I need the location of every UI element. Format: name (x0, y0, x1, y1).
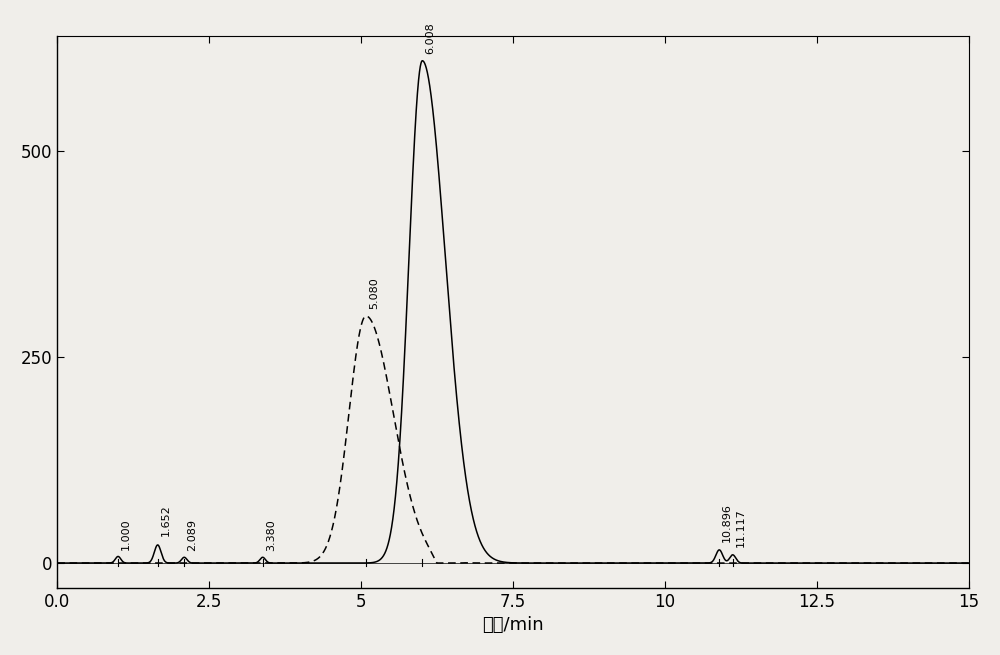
Text: 3.380: 3.380 (266, 519, 276, 551)
Text: 5.080: 5.080 (369, 278, 379, 309)
Text: 11.117: 11.117 (736, 508, 746, 546)
X-axis label: 时间/min: 时间/min (482, 616, 544, 634)
Text: 1.652: 1.652 (161, 504, 171, 536)
Text: 6.008: 6.008 (425, 22, 435, 54)
Text: 2.089: 2.089 (187, 519, 197, 551)
Text: 1.000: 1.000 (121, 518, 131, 550)
Text: 10.896: 10.896 (722, 503, 732, 542)
